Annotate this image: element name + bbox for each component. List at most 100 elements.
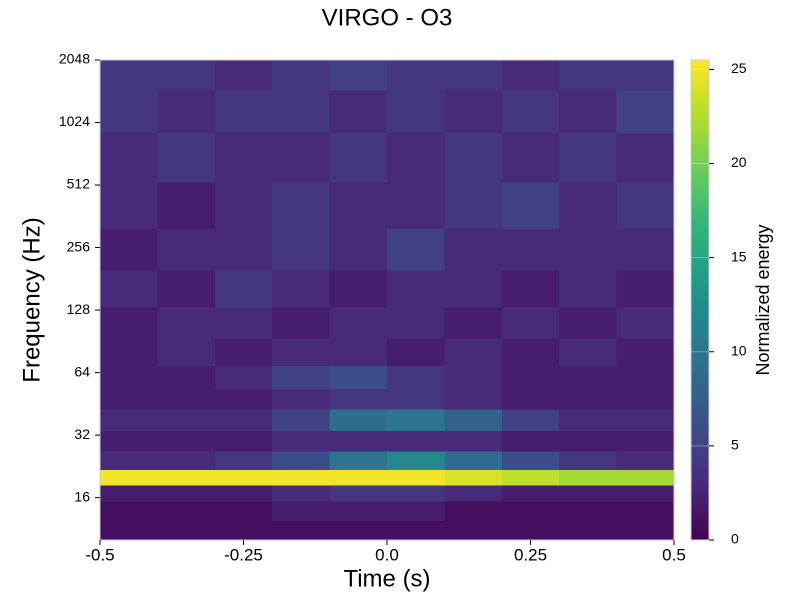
heatmap-cell <box>157 409 216 431</box>
heatmap-cell <box>272 484 331 502</box>
heatmap-cell <box>157 365 216 389</box>
heatmap-cell <box>387 469 445 486</box>
heatmap-cell <box>157 500 216 522</box>
heatmap-cell <box>157 450 216 470</box>
heatmap-cell <box>214 132 273 183</box>
heatmap-cell <box>100 430 158 452</box>
heatmap-cell <box>444 338 503 366</box>
heatmap-cell <box>387 306 445 339</box>
heatmap-cell <box>214 60 273 91</box>
colorbar <box>690 59 710 541</box>
heatmap-cell <box>616 269 675 308</box>
heatmap-cell <box>616 450 675 470</box>
heatmap-cell <box>329 306 388 339</box>
y-tick-label: 1024 <box>59 113 90 129</box>
heatmap-cell <box>501 500 560 522</box>
heatmap-cell <box>616 228 675 271</box>
heatmap-cell <box>387 132 445 183</box>
heatmap-cell <box>616 409 675 431</box>
x-tick-label: 0.0 <box>375 545 399 564</box>
heatmap-cell <box>272 500 331 522</box>
y-tick-label: 64 <box>74 363 90 379</box>
heatmap-cell <box>214 228 273 271</box>
x-tick-label: 0.5 <box>662 545 686 564</box>
heatmap-cell <box>616 430 675 452</box>
heatmap-cell <box>157 269 216 308</box>
heatmap-cell <box>616 306 675 339</box>
heatmap-cell <box>559 132 618 183</box>
heatmap-cell <box>616 182 675 229</box>
heatmap-cell <box>387 269 445 308</box>
heatmap-cell <box>501 338 560 366</box>
heatmap-cell <box>387 484 445 502</box>
heatmap-cell <box>559 484 618 502</box>
heatmap-cell <box>559 306 618 339</box>
heatmap-cell <box>100 450 158 470</box>
heatmap-cell <box>387 430 445 452</box>
heatmap-cell <box>214 269 273 308</box>
heatmap-cell <box>100 182 158 229</box>
heatmap-cell <box>157 60 216 91</box>
heatmap-cell <box>616 132 675 183</box>
heatmap-cell <box>387 365 445 389</box>
heatmap-cell <box>501 430 560 452</box>
heatmap-cell <box>387 409 445 431</box>
heatmap-cell <box>501 60 560 91</box>
heatmap <box>100 60 675 541</box>
heatmap-cell <box>329 132 388 183</box>
heatmap-cell <box>559 450 618 470</box>
colorbar-tick-label: 25 <box>731 60 747 76</box>
x-tick-label: 0.25 <box>514 545 547 564</box>
heatmap-cell <box>329 338 388 366</box>
heatmap-cell <box>444 520 503 541</box>
y-tick-label: 512 <box>67 176 91 192</box>
heatmap-cell <box>444 469 503 486</box>
heatmap-cell <box>214 338 273 366</box>
colorbar-tick-label: 5 <box>731 437 739 453</box>
heatmap-cell <box>272 388 331 410</box>
heatmap-cell <box>329 484 388 502</box>
heatmap-cell <box>559 338 618 366</box>
colorbar-label: Normalized energy <box>753 224 773 375</box>
heatmap-cell <box>272 89 331 134</box>
heatmap-cell <box>214 409 273 431</box>
heatmap-cell <box>272 430 331 452</box>
heatmap-cell <box>329 182 388 229</box>
heatmap-cell <box>501 365 560 389</box>
heatmap-cell <box>329 450 388 470</box>
heatmap-cell <box>501 450 560 470</box>
heatmap-cell <box>214 520 273 541</box>
heatmap-cell <box>100 500 158 522</box>
heatmap-cell <box>329 469 388 486</box>
heatmap-cell <box>100 520 158 541</box>
heatmap-cell <box>214 430 273 452</box>
heatmap-cell <box>272 450 331 470</box>
heatmap-cell <box>616 388 675 410</box>
heatmap-cell <box>157 388 216 410</box>
heatmap-cell <box>444 450 503 470</box>
heatmap-cell <box>387 500 445 522</box>
heatmap-cell <box>100 306 158 339</box>
heatmap-cell <box>100 469 158 486</box>
heatmap-cell <box>616 500 675 522</box>
heatmap-cell <box>329 365 388 389</box>
heatmap-cell <box>214 388 273 410</box>
heatmap-cell <box>157 338 216 366</box>
heatmap-cell <box>100 89 158 134</box>
x-tick-label: -0.25 <box>224 545 263 564</box>
heatmap-cell <box>616 520 675 541</box>
heatmap-cell <box>214 306 273 339</box>
heatmap-cell <box>444 409 503 431</box>
heatmap-cell <box>157 484 216 502</box>
heatmap-cell <box>100 338 158 366</box>
heatmap-cell <box>559 430 618 452</box>
x-tick-label: -0.5 <box>85 545 114 564</box>
heatmap-cell <box>214 469 273 486</box>
heatmap-cell <box>100 388 158 410</box>
heatmap-cell <box>157 430 216 452</box>
heatmap-cell <box>214 365 273 389</box>
heatmap-cell <box>100 132 158 183</box>
heatmap-cell <box>329 60 388 91</box>
